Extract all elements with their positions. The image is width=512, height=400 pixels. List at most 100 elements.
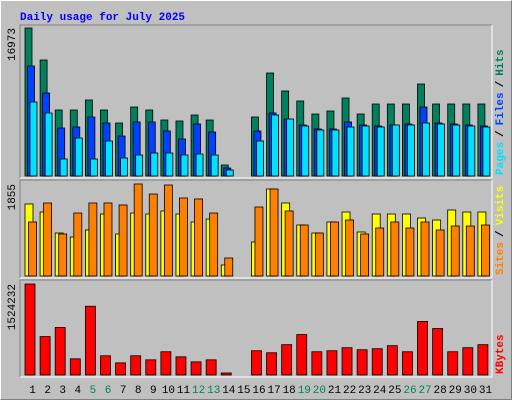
bar [269,188,279,277]
bar [420,221,430,277]
legend-entry: KBytes [495,334,507,374]
bar [467,125,476,177]
x-tick-label: 2 [44,385,51,397]
bar [74,137,83,177]
bar [209,212,219,277]
x-tick-label: 27 [418,385,431,397]
bar [89,158,98,177]
bar [150,152,159,177]
legend: Pages / Files / Hits [495,49,507,175]
bar [58,233,68,277]
y-tick-label: 16973 [7,28,19,61]
legend-separator: / [495,130,507,137]
bar [224,257,234,277]
x-tick-label: 1 [29,385,36,397]
bar [386,345,398,376]
bar [314,232,324,277]
bar [163,184,173,277]
x-tick-label: 10 [162,385,175,397]
bar [450,225,460,277]
bar [326,350,338,376]
bar [39,336,51,376]
bar [391,124,400,177]
bar [148,193,158,277]
bar [356,349,368,376]
bar [105,140,113,177]
bar [301,125,310,177]
legend: KBytes [495,334,507,374]
x-tick-label: 11 [177,385,191,397]
bar [84,305,96,376]
x-tick-label: 6 [105,385,112,397]
bar [402,351,413,376]
bar [133,183,143,277]
panel-frame-light [20,180,493,279]
legend-separator: / [495,230,507,237]
bar [361,125,370,177]
x-tick-label: 19 [298,385,311,397]
bar [331,129,340,177]
bar [195,153,204,177]
bar [482,126,491,177]
x-tick-label: 25 [388,385,401,397]
bar [345,219,354,277]
panel-frame-light [20,280,493,378]
bar [376,126,385,177]
legend-entry: Pages [495,142,507,175]
x-tick-label: 20 [313,385,326,397]
panel-frame-dark [19,279,492,377]
panel-frame-dark [19,24,492,178]
bar [371,348,383,376]
x-tick-label: 3 [59,385,66,397]
bar [59,158,68,177]
bar [432,328,444,376]
x-tick-label: 18 [283,385,296,397]
x-tick-label: 15 [237,385,250,397]
bar [447,351,459,376]
bar [120,157,128,177]
y-tick-label: 1855 [7,184,19,210]
bar [205,359,217,376]
bar [437,123,446,177]
bar [118,204,128,277]
x-tick-label: 5 [90,385,97,397]
bar [296,334,308,376]
x-tick-label: 31 [479,385,493,397]
x-tick-label: 30 [464,385,477,397]
bar [24,283,36,376]
bar [390,221,400,277]
x-tick-label: 8 [135,385,142,397]
bar [254,206,264,277]
bar [179,197,188,277]
legend-entry: Visits [495,186,507,226]
bar [210,154,219,177]
chart-title: Daily usage for July 2025 [20,12,185,24]
bar [54,327,66,376]
bar [220,372,232,376]
bar [407,124,415,177]
bar [100,355,111,376]
bar [462,347,474,376]
bar [346,126,355,177]
bar [266,352,277,376]
bar [477,344,489,376]
legend-entry: Files [495,92,507,125]
bar [73,212,83,277]
bar [330,221,339,277]
x-tick-label: 21 [328,385,342,397]
bar [465,225,475,277]
bar [481,224,490,277]
bar [175,356,187,376]
x-tick-label: 26 [403,385,416,397]
bar [103,202,113,277]
bar [284,210,294,277]
bar [286,118,295,177]
bar [160,351,172,376]
bar [251,350,262,376]
bar [135,154,144,177]
panel-frame-dark [19,179,492,278]
bar [194,198,203,277]
bar [145,359,157,376]
